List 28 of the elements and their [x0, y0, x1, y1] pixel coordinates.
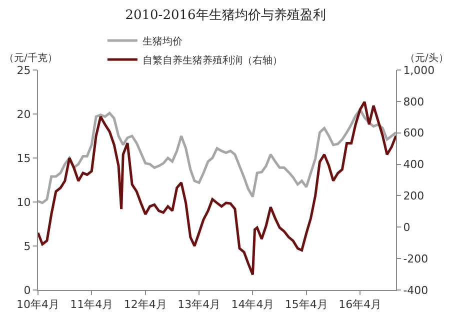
y-tick-label: 0	[24, 284, 31, 297]
y-tick-label: 15	[16, 152, 31, 165]
y2-tick-label: 800	[403, 95, 424, 108]
x-tick-label: 14年4月	[231, 298, 274, 312]
legend-label: 自繁自养生猪养殖利润（右轴）	[142, 54, 282, 66]
y2-tick-label: -200	[403, 252, 428, 266]
x-tick-label: 15年4月	[284, 298, 328, 312]
x-tick-label: 11年4月	[70, 298, 114, 312]
y2-axis-title: （元/头）	[405, 52, 448, 64]
y-tick-label: 10	[16, 196, 31, 209]
line-series	[38, 108, 396, 204]
y-tick-label: 20	[16, 108, 31, 121]
y2-tick-label: -400	[403, 284, 428, 297]
y2-tick-label: 600	[403, 126, 424, 140]
y-axis-title: （元/千克）	[4, 52, 58, 64]
x-tick-label: 13年4月	[178, 298, 221, 312]
y2-tick-label: 1,000	[403, 64, 435, 77]
y-tick-label: 25	[16, 64, 31, 77]
line-series	[38, 100, 396, 276]
y2-tick-label: 0	[403, 220, 410, 234]
x-tick-label: 16年4月	[338, 298, 382, 312]
x-tick-label: 10年4月	[16, 298, 60, 312]
x-tick-label: 12年4月	[124, 298, 167, 312]
legend-label: 生猪均价	[142, 35, 182, 48]
y-tick-label: 5	[24, 240, 31, 253]
y2-tick-label: 400	[403, 158, 424, 172]
y2-tick-label: 200	[403, 190, 424, 203]
chart-title: 2010-2016年生猪均价与养殖盈利	[125, 6, 326, 23]
